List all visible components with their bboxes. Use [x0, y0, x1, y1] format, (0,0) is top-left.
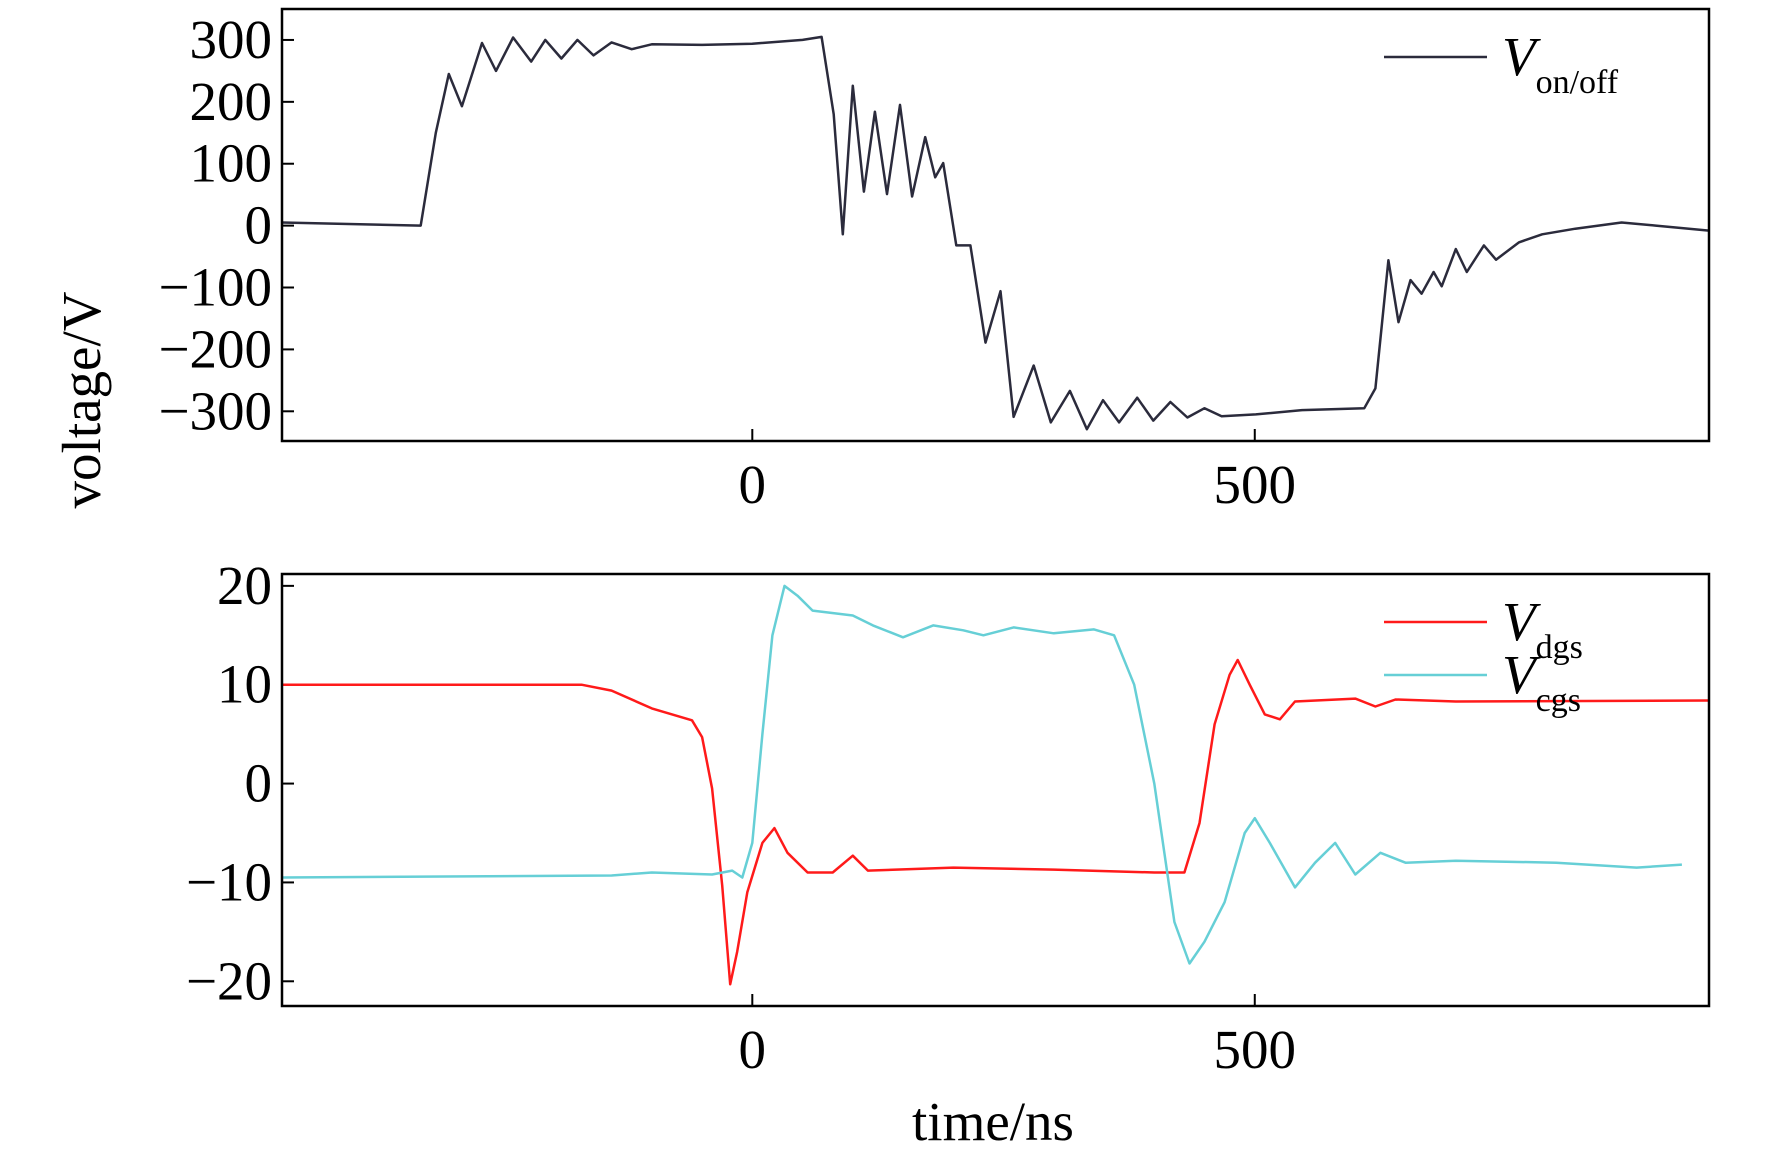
y-tick-label: −100 — [158, 257, 272, 318]
y-tick-label: 0 — [245, 753, 273, 814]
series-line — [282, 658, 1709, 986]
series-line — [282, 584, 1682, 965]
y-tick-label: −200 — [158, 318, 272, 379]
y-tick-label: 20 — [217, 555, 272, 616]
y-tick-label: 300 — [190, 9, 273, 70]
y-axis-label: voltage/V — [51, 291, 112, 508]
legend-symbol: V — [1502, 591, 1541, 652]
axes-frame — [280, 7, 1711, 443]
plot-area — [282, 584, 1709, 986]
legend-symbol: V — [1502, 644, 1541, 705]
x-tick-label: 500 — [1214, 454, 1297, 515]
x-axis-label: time/ns — [912, 1091, 1074, 1150]
y-tick-label: −300 — [158, 380, 272, 441]
y-tick-label: 200 — [190, 71, 273, 132]
legend-label: Von/off — [1502, 26, 1619, 101]
legend-symbol: V — [1502, 26, 1541, 87]
series-line — [282, 35, 1709, 431]
x-tick-label: 0 — [739, 454, 767, 515]
legend-label: Vdgs — [1502, 591, 1583, 666]
y-tick-label: −20 — [186, 950, 272, 1011]
x-tick-label: 0 — [739, 1019, 767, 1080]
axes-frame — [280, 572, 1711, 1008]
y-tick-label: −10 — [186, 851, 272, 912]
x-tick-label: 500 — [1214, 1019, 1297, 1080]
y-tick-label: 10 — [217, 654, 272, 715]
legend-subscript: dgs — [1536, 629, 1583, 666]
y-tick-label: 0 — [245, 195, 273, 256]
legend-label: Vcgs — [1502, 644, 1581, 719]
legend-subscript: cgs — [1536, 682, 1581, 719]
plot-area — [282, 35, 1709, 431]
legend-subscript: on/off — [1536, 64, 1619, 101]
y-tick-label: 100 — [190, 133, 273, 194]
